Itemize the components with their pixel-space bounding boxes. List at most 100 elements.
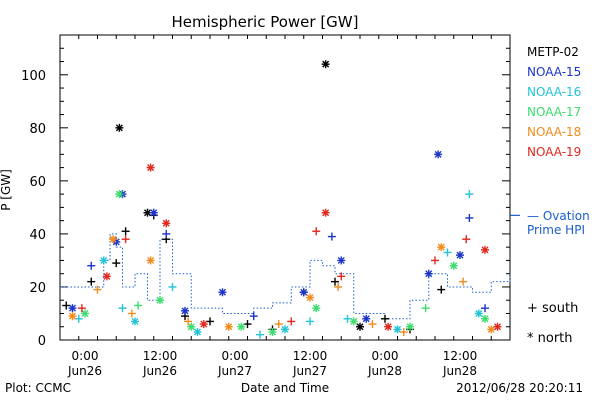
data-point-north (321, 60, 330, 69)
marker-key-entry: * north (527, 331, 573, 346)
legend-entry: NOAA-19 (527, 145, 581, 159)
legend-entry: NOAA-16 (527, 85, 581, 99)
legend-entry: NOAA-15 (527, 65, 581, 79)
data-point-north (162, 219, 171, 228)
plot-source-label: Plot: CCMC (5, 381, 71, 395)
data-point-north (149, 208, 158, 217)
data-point-south (118, 304, 127, 313)
legend-entry: NOAA-17 (527, 105, 581, 119)
data-point-north (424, 269, 433, 278)
data-point-south (121, 227, 130, 236)
plot-timestamp: 2012/06/28 20:20:11 (456, 381, 583, 395)
data-point-north (193, 328, 202, 337)
data-point-south (274, 320, 283, 329)
data-point-south (437, 285, 446, 294)
data-point-north (224, 322, 233, 331)
data-point-north (99, 256, 108, 265)
data-point-north (115, 190, 124, 199)
data-point-north (281, 325, 289, 334)
data-point-south (206, 317, 214, 326)
data-point-south (459, 277, 468, 286)
data-point-south (399, 328, 408, 337)
data-point-south (162, 229, 171, 238)
data-point-north (406, 322, 414, 331)
x-tick-label-date: Jun28 (367, 364, 402, 378)
x-tick-label-date: Jun27 (217, 364, 252, 378)
y-tick-label: 80 (29, 122, 46, 137)
y-tick-label: 100 (21, 69, 46, 84)
data-point-north (218, 288, 227, 297)
data-point-south (287, 317, 296, 326)
data-point-north (68, 304, 77, 313)
data-point-north (268, 328, 277, 337)
data-point-south (306, 317, 314, 326)
x-axis: 0:00Jun2612:00Jun260:00Jun2712:00Jun270:… (59, 35, 511, 378)
data-point-north (481, 314, 489, 323)
data-point-north (115, 123, 124, 132)
data-point-south (368, 320, 377, 329)
legend-entry: NOAA-18 (527, 125, 581, 139)
ovation-hpi-series (60, 233, 511, 320)
data-point-south (134, 301, 143, 310)
data-point-south (481, 304, 489, 313)
data-point-north (337, 256, 346, 265)
y-tick-label: 60 (29, 175, 46, 190)
data-point-south (184, 317, 193, 326)
data-point-south (312, 227, 321, 236)
data-point-south (243, 320, 252, 329)
legend-ovation-line1: — Ovation (527, 209, 590, 223)
x-tick-label-time: 0:00 (72, 349, 99, 363)
y-axis-label: P [GW] (0, 169, 13, 211)
x-tick-label-time: 12:00 (293, 349, 328, 363)
data-point-north (312, 304, 321, 313)
data-point-north (493, 322, 502, 331)
data-point-south (121, 235, 130, 244)
data-point-south (465, 214, 474, 222)
y-tick-label: 20 (29, 281, 46, 296)
data-point-south (77, 304, 86, 313)
data-point-south (381, 314, 389, 323)
data-point-north (68, 312, 77, 321)
data-point-north (349, 317, 358, 326)
data-point-north (434, 150, 443, 159)
data-point-south (431, 256, 439, 265)
data-point-north (487, 325, 496, 334)
marker-key: + south * north (527, 301, 578, 346)
data-point-south (334, 282, 343, 291)
data-point-north (187, 322, 196, 331)
data-point-north (384, 322, 393, 331)
y-tick-label: 40 (29, 228, 46, 243)
data-point-north (146, 256, 155, 265)
legend-entry: METP-02 (527, 45, 579, 59)
x-tick-label-date: Jun27 (292, 364, 327, 378)
data-point-south (337, 272, 346, 281)
data-point-south (462, 235, 471, 244)
y-axis: 0 20 40 60 80 100 (21, 34, 510, 349)
y-tick-label: 0 (38, 334, 46, 349)
data-point-south (327, 232, 336, 241)
data-point-north (146, 163, 155, 172)
data-point-south (443, 248, 452, 257)
data-point-north (131, 317, 139, 326)
data-point-north (456, 251, 464, 260)
data-point-north (481, 245, 489, 254)
data-point-north (362, 314, 371, 323)
data-point-south (87, 261, 96, 270)
data-point-north (393, 325, 402, 334)
marker-key-entry: + south (527, 301, 578, 316)
x-tick-label-time: 12:00 (443, 349, 478, 363)
data-point-north (199, 320, 208, 329)
data-point-south (112, 259, 121, 268)
data-point-south (256, 330, 264, 339)
data-point-south (168, 282, 177, 291)
data-point-south (249, 312, 258, 321)
data-point-south (127, 309, 136, 318)
chart-title: Hemispheric Power [GW] (172, 13, 359, 31)
data-point-north (474, 309, 483, 318)
data-point-north (449, 261, 458, 270)
x-tick-label-time: 0:00 (222, 349, 249, 363)
data-point-south (93, 285, 102, 294)
data-point-north (299, 288, 308, 297)
x-tick-label-time: 0:00 (372, 349, 399, 363)
